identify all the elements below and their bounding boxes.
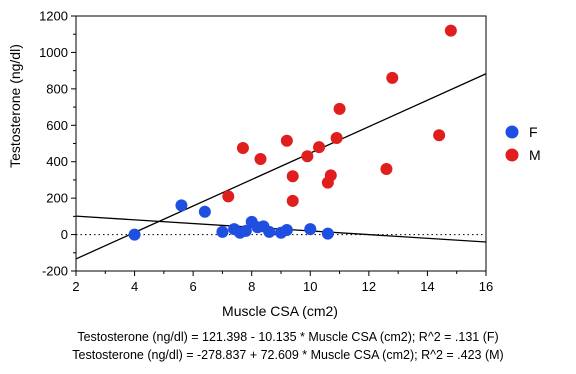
data-point-m	[330, 132, 343, 145]
data-point-m	[433, 129, 446, 142]
x-tick-label: 14	[420, 279, 434, 294]
data-point-f	[198, 205, 211, 218]
y-tick-label: 0	[61, 227, 68, 242]
x-tick-label: 6	[190, 279, 197, 294]
legend-marker-f	[505, 125, 519, 139]
data-point-m	[236, 142, 249, 155]
x-tick-label: 4	[131, 279, 138, 294]
regression-equation-m: Testosterone (ng/dl) = -278.837 + 72.609…	[72, 348, 504, 362]
data-point-f	[239, 224, 252, 237]
x-tick-label: 16	[479, 279, 493, 294]
data-point-f	[263, 225, 276, 238]
legend: FM	[505, 124, 541, 163]
data-point-m	[254, 152, 267, 165]
x-axis-label: Muscle CSA (cm2)	[222, 303, 338, 319]
x-tick-label: 12	[362, 279, 376, 294]
data-point-f	[128, 228, 141, 241]
y-tick-label: 200	[46, 191, 68, 206]
y-tick-label: 800	[46, 81, 68, 96]
legend-label-m: M	[529, 147, 541, 163]
data-point-m	[286, 194, 299, 207]
data-point-m	[301, 150, 314, 163]
data-point-f	[304, 223, 317, 236]
y-tick-label: 1200	[39, 9, 68, 24]
data-point-m	[380, 163, 393, 175]
data-point-m	[386, 71, 399, 84]
y-tick-label: -200	[42, 264, 68, 279]
data-point-m	[222, 190, 235, 203]
data-point-m	[333, 102, 346, 115]
data-point-m	[286, 170, 299, 183]
y-axis-label: Testosterone (ng/dl)	[7, 44, 23, 168]
x-tick-label: 2	[72, 279, 79, 294]
fit-line-m	[76, 73, 486, 260]
y-tick-label: 400	[46, 154, 68, 169]
x-tick-label: 10	[303, 279, 317, 294]
data-point-f	[175, 199, 188, 212]
data-points-layer	[128, 24, 457, 241]
x-tick-label: 8	[248, 279, 255, 294]
data-point-m	[324, 169, 337, 182]
data-point-f	[280, 224, 293, 237]
data-point-f	[216, 225, 229, 238]
data-point-m	[313, 141, 326, 154]
y-tick-label: 600	[46, 118, 68, 133]
legend-marker-m	[505, 148, 519, 162]
data-point-f	[321, 227, 334, 240]
legend-label-f: F	[529, 124, 538, 140]
axes-layer: 2 4 6 8 10 12 14 16 -200 0 200 400 600 800 1000 1200	[39, 9, 493, 295]
data-point-m	[280, 134, 293, 147]
y-tick-label: 1000	[39, 45, 68, 60]
data-point-m	[444, 24, 457, 37]
regression-equation-f: Testosterone (ng/dl) = 121.398 - 10.135 …	[77, 330, 499, 344]
